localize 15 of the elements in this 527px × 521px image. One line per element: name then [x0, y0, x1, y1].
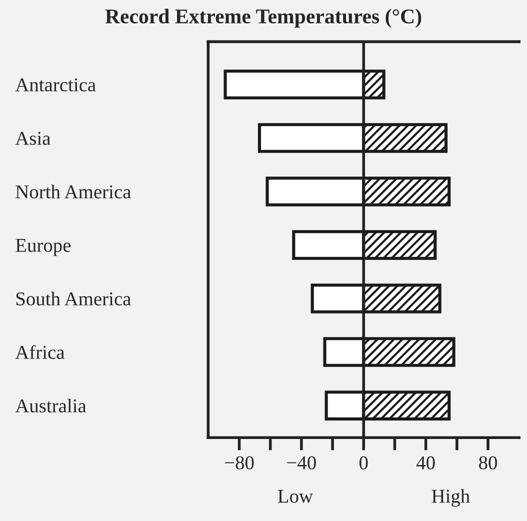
y-tick-label: South America [16, 292, 131, 306]
y-tick-label: Africa [15, 345, 64, 359]
x-tick-label: 80 [479, 456, 497, 470]
y-tick-label: North America [16, 184, 131, 198]
chart-title: Record Extreme Temperatures (°C) [105, 8, 422, 28]
text: Low [278, 490, 313, 503]
y-tick-label: Europe [16, 239, 71, 256]
x-tick-label: 40 [416, 456, 435, 470]
x-tick-label: −80 [225, 456, 254, 470]
y-tick-label: Asia [15, 132, 50, 145]
x-tick-label: −40 [287, 456, 316, 470]
text: High [432, 489, 470, 507]
y-tick-label: Antarctica [15, 78, 96, 92]
x-tick-label: 0 [360, 456, 368, 470]
y-tick-label: Australia [15, 398, 86, 412]
